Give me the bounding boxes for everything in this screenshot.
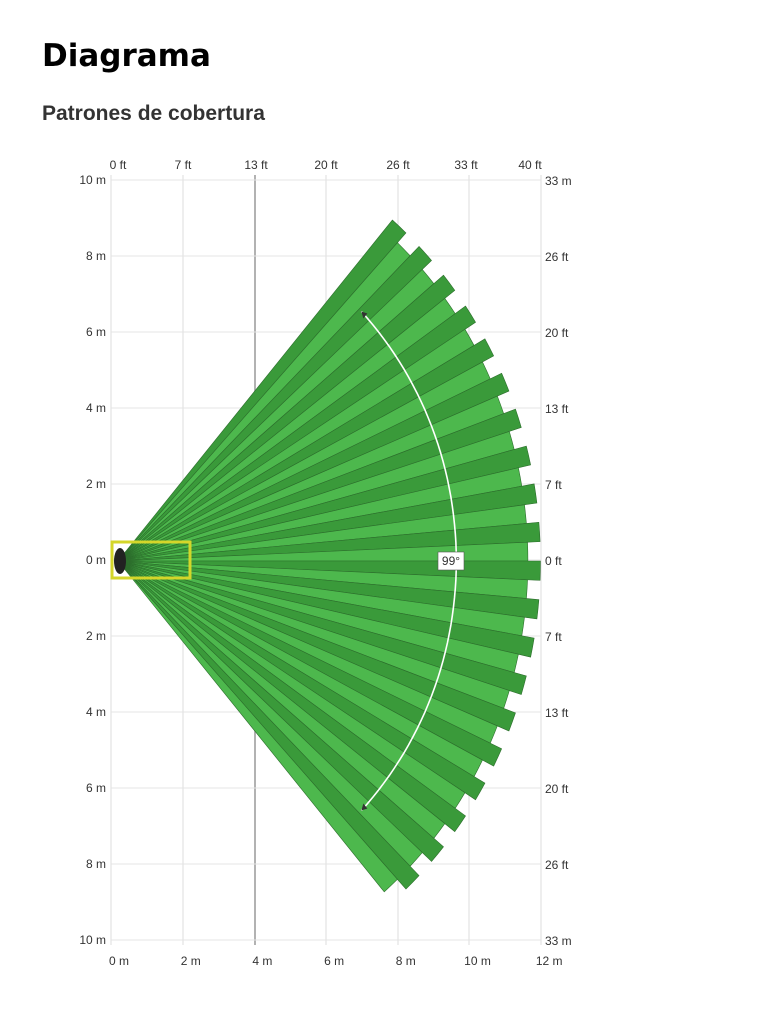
coverage-zone bbox=[117, 560, 444, 862]
section-title: Patrones de cobertura bbox=[42, 102, 265, 125]
left-label: 8 m bbox=[86, 249, 106, 263]
coverage-fan bbox=[114, 219, 541, 893]
angle-label: 99° bbox=[442, 554, 460, 568]
top-label: 20 ft bbox=[314, 158, 338, 172]
coverage-zone bbox=[117, 408, 522, 562]
top-label: 7 ft bbox=[175, 158, 192, 172]
angle-label-box bbox=[437, 551, 465, 571]
coverage-zone bbox=[117, 560, 420, 890]
page-title: Diagrama bbox=[42, 38, 211, 74]
coverage-zone bbox=[117, 560, 486, 801]
bottom-label: 10 m bbox=[464, 954, 491, 968]
right-label: 33 m bbox=[545, 174, 572, 188]
top-label: 40 ft bbox=[518, 158, 542, 172]
left-label: 4 m bbox=[86, 705, 106, 719]
coverage-zone bbox=[117, 521, 541, 562]
coverage-zone bbox=[117, 560, 527, 695]
top-label: 13 ft bbox=[244, 158, 268, 172]
bottom-label: 0 m bbox=[109, 954, 129, 968]
left-label: 2 m bbox=[86, 477, 106, 491]
left-label: 8 m bbox=[86, 857, 106, 871]
left-label: 6 m bbox=[86, 325, 106, 339]
coverage-zone bbox=[117, 445, 531, 562]
left-label: 10 m bbox=[79, 173, 106, 187]
coverage-zone bbox=[117, 560, 516, 732]
bottom-label: 12 m bbox=[536, 954, 563, 968]
sensor-box bbox=[110, 540, 192, 580]
right-label: 13 ft bbox=[545, 706, 569, 720]
coverage-zone bbox=[117, 560, 466, 833]
bottom-label: 6 m bbox=[324, 954, 344, 968]
left-label: 0 m bbox=[86, 553, 106, 567]
bottom-label: 2 m bbox=[181, 954, 201, 968]
coverage-zone bbox=[117, 274, 456, 562]
axis-labels: 99° 0 ft 7 ft 13 ft 20 ft 26 ft 33 ft 40 ft 0 m 2… bbox=[79, 158, 571, 968]
left-label: 6 m bbox=[86, 781, 106, 795]
left-label: 2 m bbox=[86, 629, 106, 643]
right-label: 7 ft bbox=[545, 630, 562, 644]
sensor bbox=[114, 548, 126, 574]
coverage-zone bbox=[117, 560, 398, 893]
top-label: 33 ft bbox=[454, 158, 478, 172]
bottom-label: 8 m bbox=[396, 954, 416, 968]
coverage-zone bbox=[117, 245, 432, 562]
arrow-head bbox=[361, 803, 368, 811]
coverage-zone bbox=[117, 372, 510, 562]
top-label: 0 ft bbox=[110, 158, 127, 172]
coverage-zone bbox=[117, 560, 503, 767]
coverage-zone bbox=[117, 219, 407, 562]
top-label: 26 ft bbox=[386, 158, 410, 172]
arrow-head bbox=[361, 311, 368, 319]
right-label: 33 m bbox=[545, 934, 572, 948]
left-label: 4 m bbox=[86, 401, 106, 415]
coverage-zone bbox=[117, 483, 538, 562]
right-label: 7 ft bbox=[545, 478, 562, 492]
bottom-label: 4 m bbox=[252, 954, 272, 968]
right-label: 20 ft bbox=[545, 782, 569, 796]
right-label: 26 ft bbox=[545, 858, 569, 872]
right-label: 20 ft bbox=[545, 326, 569, 340]
left-label: 10 m bbox=[79, 933, 106, 947]
right-label: 26 ft bbox=[545, 250, 569, 264]
right-label: 0 ft bbox=[545, 554, 562, 568]
coverage-zone bbox=[117, 305, 476, 562]
coverage-zone bbox=[117, 338, 495, 562]
right-label: 13 ft bbox=[545, 402, 569, 416]
